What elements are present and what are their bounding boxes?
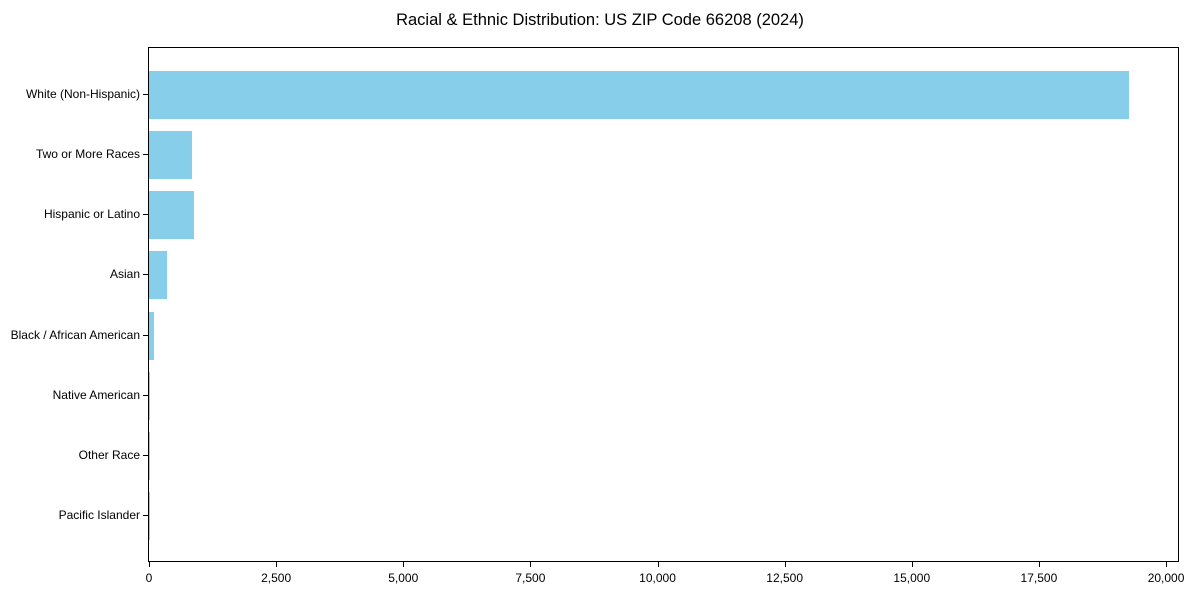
x-tick-label: 15,000 [893, 571, 931, 585]
y-tick-mark [143, 214, 148, 215]
x-tick-mark [530, 562, 531, 567]
x-tick-mark [785, 562, 786, 567]
y-tick-label: Black / African American [10, 327, 140, 342]
x-tick-mark [403, 562, 404, 567]
y-tick-label: Two or More Races [35, 147, 140, 162]
bar [149, 311, 155, 360]
bar [149, 431, 150, 480]
x-tick-label: 17,500 [1020, 571, 1058, 585]
y-tick-label: Pacific Islander [58, 507, 140, 522]
bar [149, 131, 192, 180]
y-tick-label: Other Race [78, 447, 140, 462]
y-tick-mark [143, 94, 148, 95]
x-tick-label: 0 [145, 571, 153, 585]
x-tick-mark [658, 562, 659, 567]
y-tick-label: Hispanic or Latino [43, 207, 140, 222]
y-tick-mark [143, 154, 148, 155]
x-tick-label: 10,000 [639, 571, 676, 585]
y-tick-label: Native American [52, 387, 140, 402]
x-tick-mark [1166, 562, 1167, 567]
chart-title: Racial & Ethnic Distribution: US ZIP Cod… [396, 11, 804, 29]
y-tick-mark [143, 455, 148, 456]
y-tick-mark [143, 335, 148, 336]
y-tick-label: White (Non-Hispanic) [25, 87, 140, 102]
y-tick-mark [143, 515, 148, 516]
y-tick-mark [143, 395, 148, 396]
bar [149, 371, 151, 420]
bar [149, 71, 1129, 120]
x-tick-mark [149, 562, 150, 567]
bar [149, 251, 168, 300]
x-tick-label: 20,000 [1147, 571, 1185, 585]
y-tick-label: Asian [109, 267, 140, 282]
x-tick-mark [912, 562, 913, 567]
plot-area [148, 47, 1179, 562]
x-tick-mark [1039, 562, 1040, 567]
x-tick-label: 12,500 [766, 571, 803, 585]
x-tick-mark [276, 562, 277, 567]
bar [149, 191, 194, 240]
y-tick-mark [143, 274, 148, 275]
x-tick-label: 7,500 [515, 571, 546, 585]
x-tick-label: 5,000 [388, 571, 419, 585]
x-tick-label: 2,500 [261, 571, 292, 585]
